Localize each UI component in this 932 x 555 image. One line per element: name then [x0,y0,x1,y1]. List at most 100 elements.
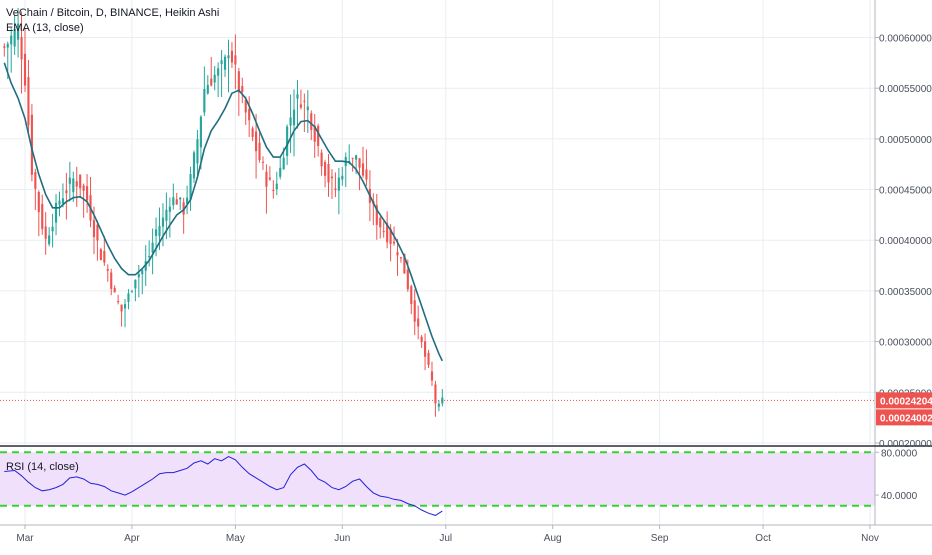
candle[interactable] [148,240,151,267]
candle[interactable] [386,211,389,249]
candle[interactable] [420,335,423,348]
x-tick-label[interactable]: Nov [861,533,879,544]
x-tick-label[interactable]: May [226,533,245,544]
candle[interactable] [68,161,71,202]
candle[interactable] [130,289,133,293]
candle[interactable] [137,264,140,298]
candle[interactable] [123,298,127,328]
candle[interactable] [20,11,23,94]
candle[interactable] [410,284,413,315]
candle[interactable] [179,196,182,210]
candle[interactable] [196,129,199,179]
candle[interactable] [379,216,382,239]
x-tick-label[interactable]: Aug [544,533,562,544]
candle[interactable] [344,152,347,188]
candle[interactable] [292,89,296,157]
candle[interactable] [117,294,120,305]
candle[interactable] [320,149,323,176]
candle[interactable] [58,191,61,217]
candle[interactable] [382,221,385,238]
candle[interactable] [213,65,216,91]
candle[interactable] [430,361,434,386]
candle[interactable] [189,166,192,211]
candle[interactable] [203,66,206,116]
candle[interactable] [113,285,116,293]
candle[interactable] [372,193,375,226]
x-tick-label[interactable]: Jun [334,533,350,544]
candle[interactable] [337,167,340,215]
candle[interactable] [27,59,30,134]
x-tick-label[interactable]: Oct [755,533,771,544]
y-tick-label[interactable]: 0.00045000 [879,186,932,197]
candle[interactable] [34,168,37,210]
candle[interactable] [61,183,65,208]
candle[interactable] [427,349,430,368]
y-tick-label[interactable]: 0.00040000 [879,236,932,247]
candle[interactable] [355,154,358,175]
x-tick-label[interactable]: Mar [16,533,34,544]
candle[interactable] [175,192,178,205]
y-tick-label[interactable]: 0.00020000 [879,439,932,450]
candle[interactable] [434,380,437,417]
candle[interactable] [296,80,299,129]
y-tick-label[interactable]: 0.00035000 [879,287,932,298]
ema-legend-label[interactable]: EMA (13, close) [6,22,84,34]
candle[interactable] [82,183,85,218]
candle[interactable] [413,289,416,336]
candle[interactable] [317,123,320,157]
y-tick-label[interactable]: 0.00030000 [879,338,932,349]
candle[interactable] [303,93,306,132]
x-tick-label[interactable]: Jul [439,533,452,544]
candle[interactable] [399,256,403,263]
candle[interactable] [13,15,16,55]
candle[interactable] [441,389,444,407]
x-tick-label[interactable]: Apr [124,533,140,544]
candle[interactable] [417,305,420,340]
candle[interactable] [248,96,251,137]
candle[interactable] [151,228,154,275]
rsi-legend-label[interactable]: RSI (14, close) [6,461,79,473]
y-tick-label[interactable]: 0.00050000 [879,135,932,146]
candle[interactable] [341,166,344,186]
candle[interactable] [141,268,144,295]
candle[interactable] [230,42,234,68]
candle[interactable] [289,94,292,153]
x-tick-label[interactable]: Sep [651,533,669,544]
candle[interactable] [217,62,220,98]
candle[interactable] [268,166,271,181]
candle[interactable] [41,194,44,235]
candle[interactable] [299,89,302,110]
candle[interactable] [75,166,78,207]
candle[interactable] [227,39,230,93]
candle[interactable] [54,194,58,236]
candle[interactable] [161,203,165,247]
candle[interactable] [272,180,275,199]
candle[interactable] [99,247,102,261]
candle[interactable] [65,172,68,220]
candle[interactable] [375,193,378,240]
rsi-tick-label[interactable]: 80.0000 [881,448,918,459]
rsi-tick-label[interactable]: 40.0000 [881,491,918,502]
candle[interactable] [361,146,365,178]
candle[interactable] [72,171,75,202]
candle[interactable] [275,171,278,196]
candle[interactable] [110,268,113,296]
y-tick-label[interactable]: 0.00055000 [879,84,932,95]
candle[interactable] [192,150,196,183]
candle[interactable] [127,289,130,310]
candle[interactable] [241,77,244,104]
candle[interactable] [3,43,6,57]
candle[interactable] [30,104,33,182]
candle[interactable] [258,132,261,163]
candles[interactable] [3,7,444,417]
candle[interactable] [79,174,82,199]
candle[interactable] [323,159,327,188]
candle[interactable] [251,126,254,142]
candle[interactable] [334,172,337,198]
candle[interactable] [182,197,185,234]
candle[interactable] [424,333,427,371]
candle[interactable] [51,213,54,248]
